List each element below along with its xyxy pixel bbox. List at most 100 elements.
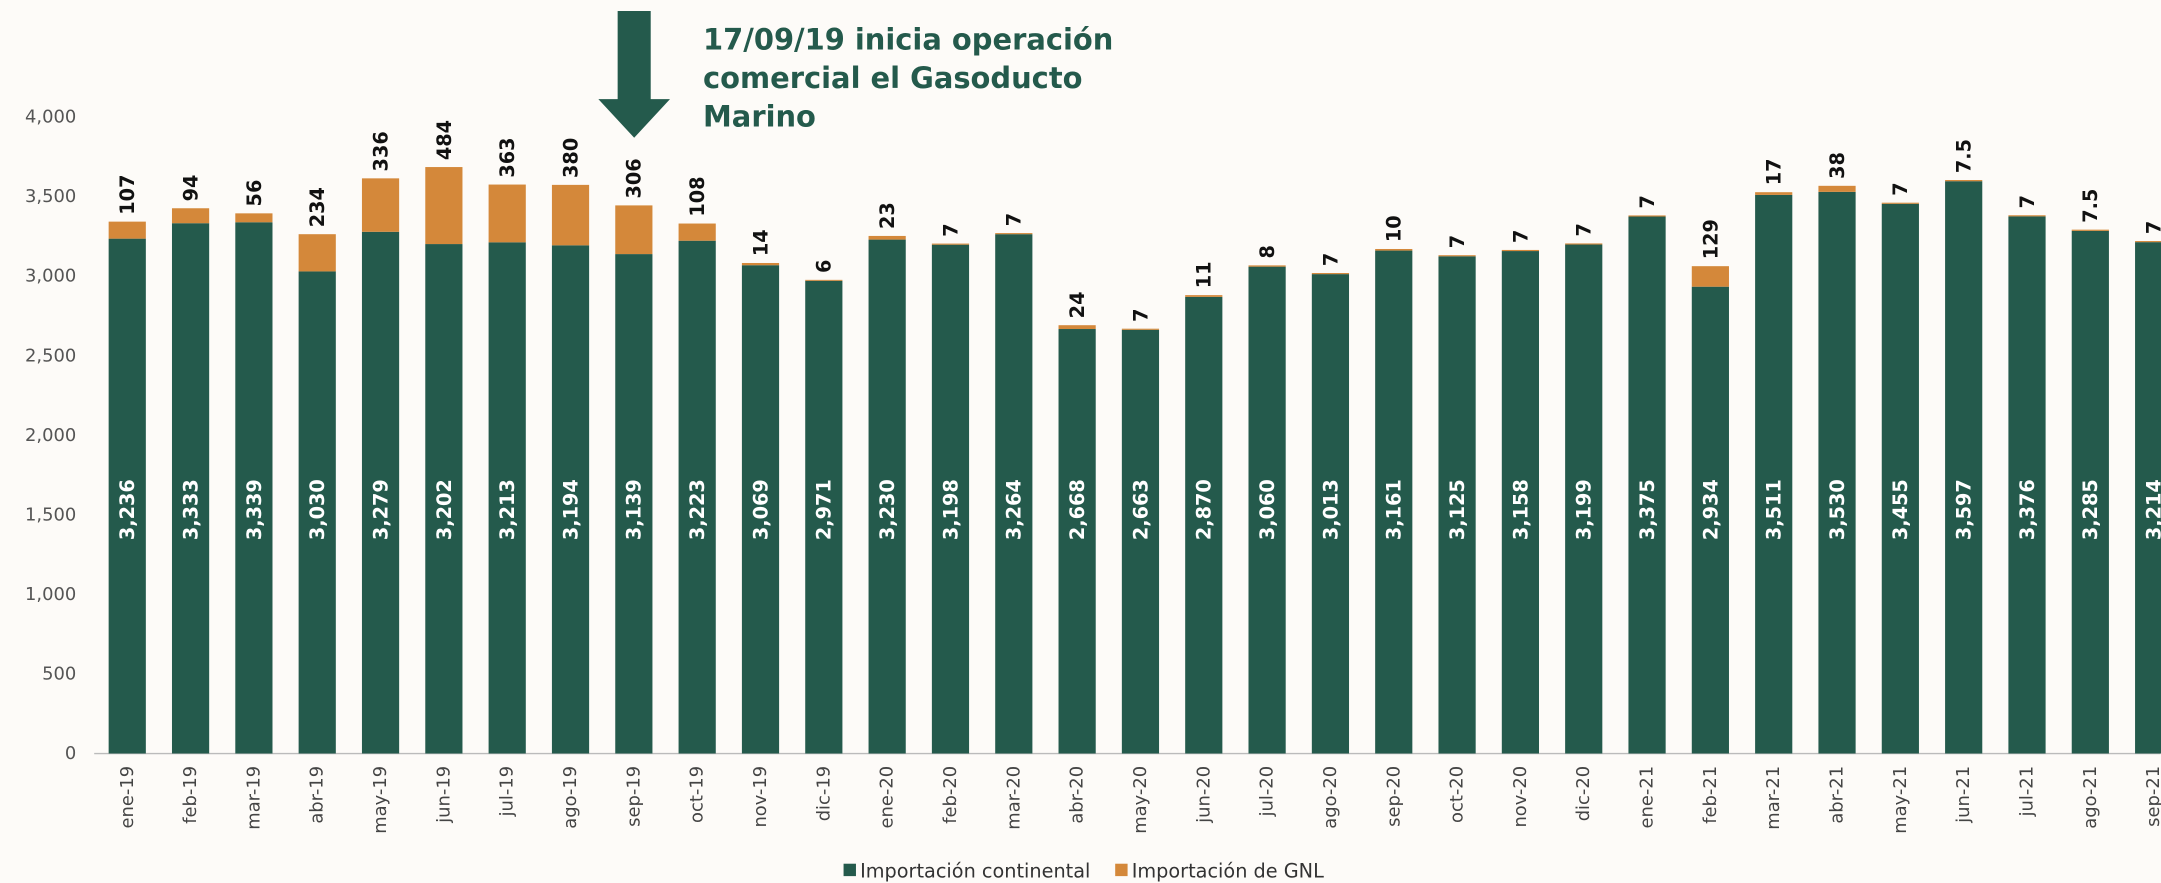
value-label: 3,125 (1446, 479, 1469, 540)
value-label: 3,285 (2079, 479, 2102, 540)
y-tick-label: 2,500 (25, 345, 76, 366)
value-label: 7 (2143, 221, 2161, 234)
value-label: 3,333 (179, 479, 202, 540)
value-label: 3,194 (559, 479, 582, 540)
page: {"chart_data": {"type": "stacked-bar", "… (0, 0, 2161, 883)
annotation: Marino (703, 100, 816, 134)
value-label: 38 (1826, 152, 1849, 179)
x-tick-label: ago-21 (2080, 766, 2101, 829)
x-tick-label: may-20 (1130, 766, 1151, 834)
annotation: 17/09/19 inicia operación (703, 23, 1113, 57)
x-tick-label: ago-19 (560, 766, 581, 829)
x-tick-label: jul-20 (1257, 766, 1278, 818)
value-label: 3,264 (1003, 479, 1026, 540)
x-tick-label: feb-19 (180, 766, 201, 824)
value-label: 3,455 (1889, 479, 1912, 540)
legend-swatch (1115, 864, 1127, 876)
x-tick-label: nov-19 (750, 766, 771, 828)
value-label: 7 (1446, 235, 1469, 248)
x-tick-label: oct-20 (1447, 766, 1468, 823)
value-label: 11 (1193, 261, 1216, 288)
value-label: 234 (306, 187, 329, 227)
bar-gnl (1692, 266, 1729, 287)
value-label: 3,597 (1953, 479, 1976, 540)
value-label: 14 (749, 229, 772, 256)
x-tick-label: jul-21 (2017, 766, 2038, 818)
value-label: 7.5 (2079, 189, 2102, 223)
x-tick-label: nov-20 (1510, 766, 1531, 828)
bar-gnl (489, 185, 526, 243)
value-label: 56 (243, 180, 266, 207)
bar-continental (1945, 181, 1982, 753)
bar-gnl (2008, 215, 2045, 216)
bar-gnl (1628, 215, 1665, 216)
x-tick-label: ene-20 (877, 766, 898, 829)
value-label: 3,198 (939, 479, 962, 540)
value-label: 24 (1066, 292, 1089, 319)
value-label: 3,030 (306, 479, 329, 540)
legend-swatch (844, 864, 856, 876)
y-tick-label: 3,000 (25, 266, 76, 287)
value-label: 3,161 (1383, 479, 1406, 540)
x-tick-label: abr-19 (307, 766, 328, 824)
x-tick-label: feb-21 (1700, 766, 1721, 824)
value-label: 3,376 (2016, 479, 2039, 540)
bar-gnl (679, 224, 716, 241)
value-label: 3,069 (749, 479, 772, 540)
bar-gnl (1185, 295, 1222, 297)
value-label: 10 (1383, 215, 1406, 242)
value-label: 3,223 (686, 479, 709, 540)
x-tick-label: jun-21 (1953, 766, 1974, 824)
value-label: 3,279 (369, 479, 392, 540)
value-label: 7 (1573, 223, 1596, 236)
bar-gnl (1122, 329, 1159, 330)
value-label: 380 (559, 138, 582, 178)
value-label: 8 (1256, 245, 1279, 258)
x-tick-label: jul-19 (497, 766, 518, 818)
bar-gnl (425, 167, 462, 244)
bar-gnl (805, 280, 842, 281)
bar-gnl (1312, 273, 1349, 274)
value-label: 17 (1763, 158, 1786, 185)
value-label: 6 (813, 260, 836, 273)
legend-label: Importación continental (860, 859, 1090, 882)
bar-gnl (299, 234, 336, 271)
value-label: 7 (939, 223, 962, 236)
x-tick-label: mar-21 (1763, 766, 1784, 830)
value-label: 3,199 (1573, 479, 1596, 540)
value-label: 2,668 (1066, 479, 1089, 540)
value-label: 7 (1129, 308, 1152, 321)
bar-gnl (172, 208, 209, 223)
y-tick-label: 1,500 (25, 504, 76, 525)
x-tick-label: ene-19 (117, 766, 138, 829)
bar-continental (1059, 329, 1096, 753)
y-tick-label: 3,500 (25, 186, 76, 207)
value-label: 3,158 (1509, 479, 1532, 540)
bar-gnl (869, 236, 906, 240)
value-label: 3,060 (1256, 479, 1279, 540)
x-tick-label: sep-21 (2143, 766, 2161, 827)
x-tick-label: ene-21 (1637, 766, 1658, 829)
bar-gnl (235, 213, 272, 222)
x-tick-label: jun-19 (433, 766, 454, 824)
x-tick-label: dic-19 (813, 766, 834, 821)
bar-gnl (1755, 192, 1792, 195)
value-label: 94 (179, 175, 202, 202)
value-label: 3,236 (116, 479, 139, 540)
value-label: 484 (433, 120, 456, 160)
bar-gnl (109, 222, 146, 239)
value-label: 7.5 (1953, 139, 1976, 173)
bar-gnl (1818, 186, 1855, 192)
value-label: 2,870 (1193, 479, 1216, 540)
y-tick-label: 500 (42, 663, 76, 684)
x-tick-label: abr-21 (1827, 766, 1848, 824)
bar-continental (1755, 195, 1792, 754)
x-tick-label: feb-20 (940, 766, 961, 824)
value-label: 7 (1889, 182, 1912, 195)
bar-gnl (2072, 230, 2109, 231)
value-label: 2,663 (1129, 479, 1152, 540)
value-label: 3,511 (1763, 479, 1786, 540)
bar-gnl (742, 263, 779, 265)
bar-continental (1122, 330, 1159, 754)
value-label: 3,013 (1319, 479, 1342, 540)
